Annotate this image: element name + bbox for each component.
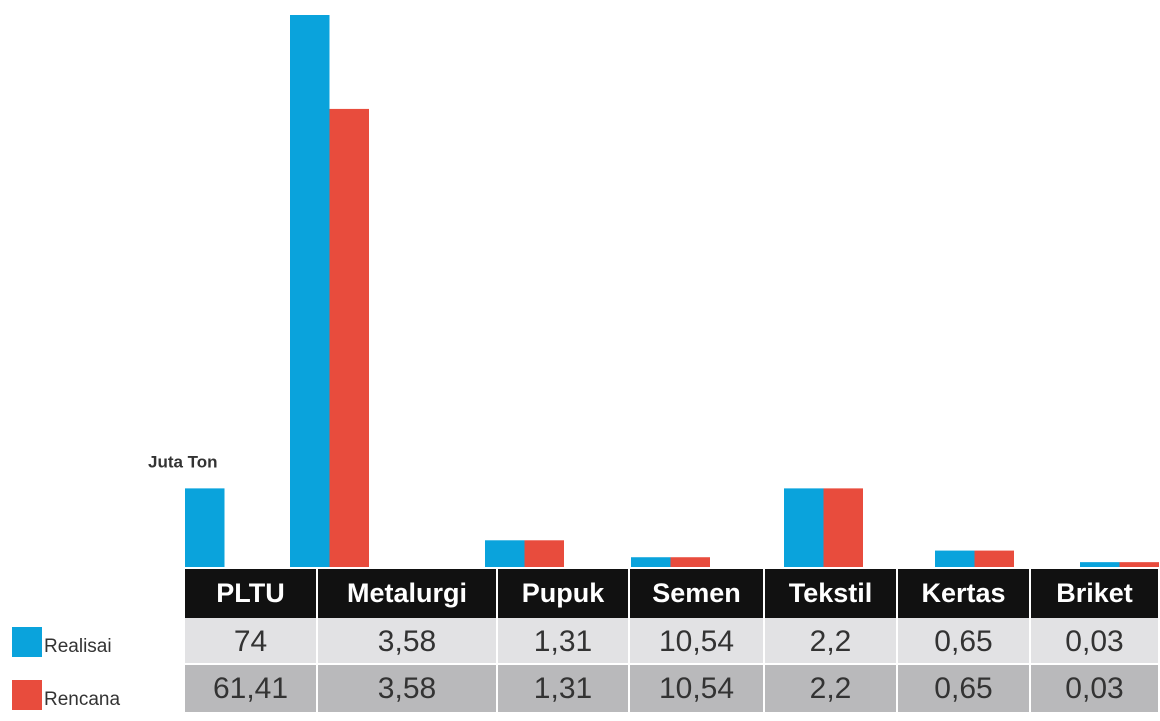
- table-cell: [185, 664, 316, 712]
- header-cell: [185, 569, 316, 618]
- bar: [670, 557, 710, 567]
- bar: [485, 540, 525, 567]
- bar: [1119, 562, 1159, 567]
- header-cell: [765, 569, 896, 618]
- table-cell: [318, 664, 496, 712]
- value-label: 0,65: [934, 672, 992, 705]
- bar: [974, 550, 1014, 567]
- unit-label: Juta Ton: [148, 452, 218, 471]
- value-label: 61,41: [213, 672, 288, 705]
- value-label: 0,03: [1065, 625, 1123, 658]
- table-cell: [318, 618, 496, 664]
- value-label: 3,58: [378, 672, 436, 705]
- table-cell: [1031, 618, 1158, 664]
- category-label: Briket: [1056, 578, 1133, 608]
- value-label: 3,58: [378, 625, 436, 658]
- bar: [185, 488, 225, 567]
- value-label: 1,31: [534, 625, 592, 658]
- category-label: Metalurgi: [347, 578, 467, 608]
- value-label: 74: [234, 625, 267, 658]
- row-divider: [185, 663, 1160, 665]
- table-cell: [630, 618, 763, 664]
- bar: [1080, 562, 1120, 567]
- header-cell: [498, 569, 628, 618]
- legend-swatch: [12, 680, 42, 710]
- category-label: PLTU: [216, 578, 285, 608]
- table-cell: [185, 618, 316, 664]
- value-label: 0,03: [1065, 672, 1123, 705]
- table-cell: [898, 618, 1029, 664]
- category-label: Kertas: [921, 578, 1005, 608]
- value-label: 10,54: [659, 625, 734, 658]
- bar: [631, 557, 671, 567]
- bar: [524, 540, 564, 567]
- table-cell: [898, 664, 1029, 712]
- value-label: 1,31: [534, 672, 592, 705]
- table-cell: [765, 664, 896, 712]
- bar: [290, 15, 330, 567]
- bar: [823, 488, 863, 567]
- bar: [784, 488, 824, 567]
- table-cell: [630, 664, 763, 712]
- legend-label: Realisai: [44, 636, 112, 657]
- value-label: 10,54: [659, 672, 734, 705]
- table-cell: [498, 664, 628, 712]
- value-label: 0,65: [934, 625, 992, 658]
- value-label: 2,2: [810, 625, 852, 658]
- header-cell: [1031, 569, 1158, 618]
- category-label: Semen: [652, 578, 741, 608]
- value-label: 2,2: [810, 672, 852, 705]
- table-cell: [1031, 664, 1158, 712]
- table-cell: [498, 618, 628, 664]
- table-cell: [765, 618, 896, 664]
- legend-swatch: [12, 627, 42, 657]
- header-cell: [898, 569, 1029, 618]
- category-label: Pupuk: [522, 578, 605, 608]
- header-cell: [630, 569, 763, 618]
- category-label: Tekstil: [789, 578, 873, 608]
- header-cell: [318, 569, 496, 618]
- bar: [329, 108, 369, 567]
- legend-label: Rencana: [44, 689, 120, 710]
- bar: [935, 550, 975, 567]
